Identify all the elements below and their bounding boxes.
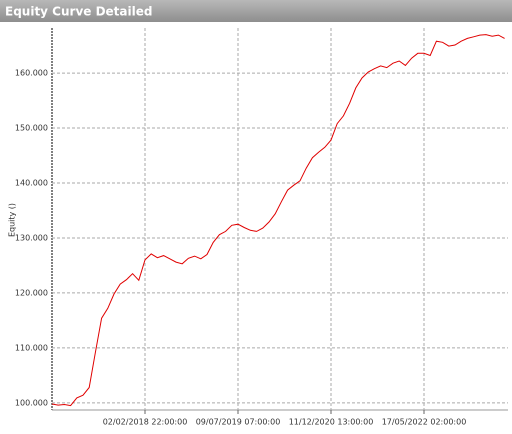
y-tick-label: 110.000: [15, 343, 48, 352]
y-axis-label: Equity (): [8, 203, 17, 237]
y-tick-label: 150.000: [15, 124, 48, 133]
title-bar: [0, 0, 512, 22]
y-tick-label: 140.000: [15, 178, 48, 187]
x-tick-label: 11/12/2020 13:00:00: [289, 418, 374, 427]
x-tick-label: 02/02/2018 22:00:00: [103, 418, 188, 427]
y-tick-label: 130.000: [15, 233, 48, 242]
y-tick-label: 120.000: [15, 288, 48, 297]
equity-line: [51, 34, 505, 407]
y-tick-label: 100.000: [15, 398, 48, 407]
x-tick-label: 17/05/2022 02:00:00: [382, 418, 467, 427]
y-tick-label: 160.000: [15, 69, 48, 78]
x-tick-label: 09/07/2019 07:00:00: [196, 418, 281, 427]
chart-title: Equity Curve Detailed: [5, 5, 152, 19]
